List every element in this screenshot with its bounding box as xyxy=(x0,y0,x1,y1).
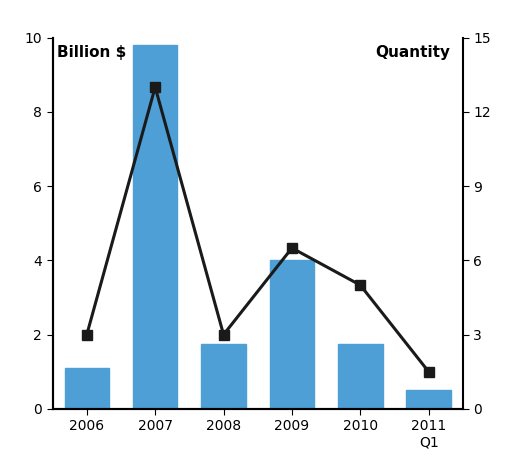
Bar xyxy=(201,344,246,409)
Bar xyxy=(407,390,451,409)
Bar xyxy=(133,45,177,409)
Bar xyxy=(338,344,382,409)
Bar xyxy=(270,260,314,409)
Text: Billion $: Billion $ xyxy=(57,45,126,60)
Bar xyxy=(65,368,109,409)
Text: Quantity: Quantity xyxy=(376,45,451,60)
